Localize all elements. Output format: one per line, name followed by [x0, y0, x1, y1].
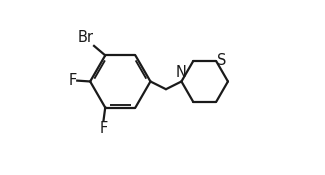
Text: S: S	[217, 53, 227, 68]
Text: Br: Br	[78, 30, 94, 45]
Text: N: N	[176, 65, 187, 80]
Text: F: F	[69, 73, 77, 88]
Text: F: F	[99, 121, 108, 136]
